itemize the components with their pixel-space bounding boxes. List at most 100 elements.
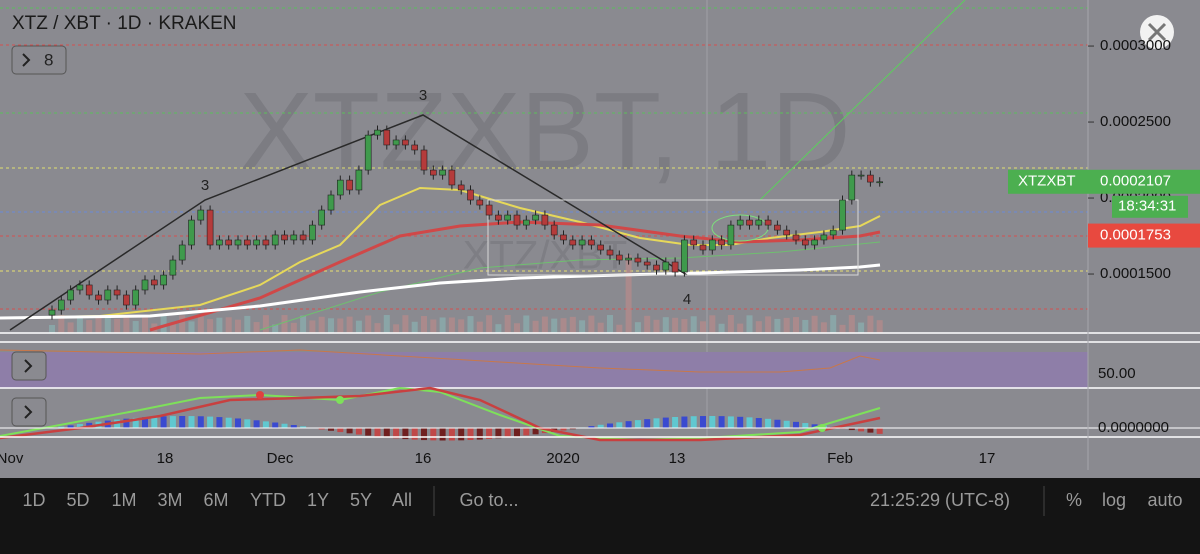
macd-bar (355, 428, 362, 435)
level-price-label: 0.0001753 (1100, 227, 1171, 244)
macd-bar (337, 428, 344, 433)
volume-bar (616, 324, 623, 333)
pane-toggle[interactable] (11, 351, 47, 381)
volume-bar (700, 321, 706, 333)
candle-body (355, 169, 363, 191)
candle-body (578, 239, 586, 246)
range-button[interactable]: 1D (22, 490, 45, 510)
range-button[interactable]: 1M (111, 490, 136, 510)
volume-bar (76, 315, 83, 333)
range-button[interactable]: 3M (157, 490, 182, 510)
countdown: 18:34:31 (1118, 198, 1176, 215)
range-button[interactable]: 5Y (350, 490, 372, 510)
candle-body (457, 184, 465, 191)
macd-bar (867, 428, 874, 433)
volume-bar (123, 316, 130, 333)
candle-body (792, 234, 800, 241)
range-button[interactable]: All (392, 490, 412, 510)
volume-bar (142, 315, 148, 333)
macd-bar (374, 428, 381, 437)
macd-bar (197, 416, 204, 429)
candle-body (123, 294, 130, 306)
volume-bar (765, 316, 772, 333)
volume-bar (49, 325, 55, 333)
volume-bar (365, 315, 372, 333)
last-price-label: 0.0002107 (1100, 173, 1171, 190)
macd-bar (690, 416, 697, 429)
last-price-tag (1008, 169, 1200, 194)
cross-dot (256, 391, 264, 399)
candle-body (271, 234, 279, 246)
volume-bar (802, 319, 809, 333)
macd-bar (393, 428, 400, 439)
range-button[interactable]: 1Y (307, 490, 329, 510)
volume-bar (467, 316, 474, 333)
rsi-level: 50.00 (1098, 365, 1136, 382)
volume-bar (523, 315, 530, 333)
candle-body (132, 289, 139, 306)
percent-toggle[interactable]: % (1066, 490, 1082, 510)
volume-bar (774, 318, 781, 333)
chevron-icon (22, 53, 31, 67)
goto-button[interactable]: Go to... (459, 490, 518, 510)
volume-bar (253, 322, 260, 333)
signal-line (0, 386, 881, 442)
candle-body (681, 239, 688, 273)
close-icon (1147, 22, 1167, 42)
macd-bar (142, 417, 148, 429)
macd-bar (421, 428, 427, 441)
volume-bar (607, 315, 613, 333)
candle-body (364, 134, 372, 171)
candle-body (606, 249, 614, 256)
volume-bar (179, 315, 186, 333)
range-button[interactable]: 6M (203, 490, 228, 510)
volume-bar (495, 324, 502, 333)
volume-bar (830, 315, 837, 333)
pane-toggle[interactable] (11, 397, 47, 427)
macd-line (0, 386, 881, 442)
candle-body (309, 224, 316, 241)
candle-body (411, 144, 419, 151)
volume-bar (188, 321, 195, 333)
macd-bar (876, 428, 883, 434)
candle-body (746, 219, 753, 226)
rsi-band (0, 352, 1088, 388)
candle-body (57, 299, 65, 311)
range-button[interactable]: YTD (250, 490, 286, 510)
macd-bar (160, 416, 167, 429)
macd-bar (123, 418, 130, 429)
volume-bar (718, 323, 725, 333)
volume-bar (672, 317, 679, 333)
volume-bar (569, 316, 576, 333)
range-button[interactable]: 5D (66, 490, 89, 510)
candle-body (671, 261, 679, 273)
candle-body (327, 194, 335, 211)
macd-bar (765, 418, 772, 429)
x-tick-label: 16 (415, 450, 432, 467)
macd-bar (644, 419, 651, 429)
macd-bar (607, 423, 613, 429)
volume-bar (588, 315, 595, 333)
volume-bar (625, 255, 632, 333)
candle-body (867, 174, 874, 183)
macd-bar (495, 428, 502, 439)
volume-bar (755, 321, 762, 333)
log-toggle[interactable]: log (1102, 490, 1126, 510)
macd-bar (365, 428, 372, 436)
volume-bar (355, 320, 362, 333)
ma-yellow (0, 186, 881, 319)
auto-toggle[interactable]: auto (1147, 490, 1182, 510)
candle-body (169, 259, 177, 276)
indicators-toggle[interactable] (11, 45, 67, 75)
volume-bar (839, 324, 846, 333)
macd-bar (727, 416, 734, 429)
level-price-tag (1088, 223, 1200, 248)
volume-bar (476, 321, 483, 333)
macd-bar (207, 416, 214, 429)
candle-body (550, 224, 558, 236)
macd-bar (188, 416, 195, 429)
candle-body (262, 239, 270, 246)
macd-bar (858, 428, 865, 432)
candle-body (839, 199, 846, 231)
